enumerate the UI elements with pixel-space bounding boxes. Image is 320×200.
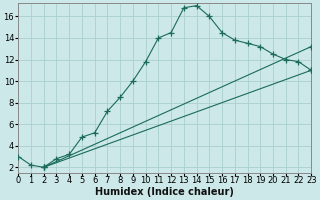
X-axis label: Humidex (Indice chaleur): Humidex (Indice chaleur) <box>95 187 234 197</box>
